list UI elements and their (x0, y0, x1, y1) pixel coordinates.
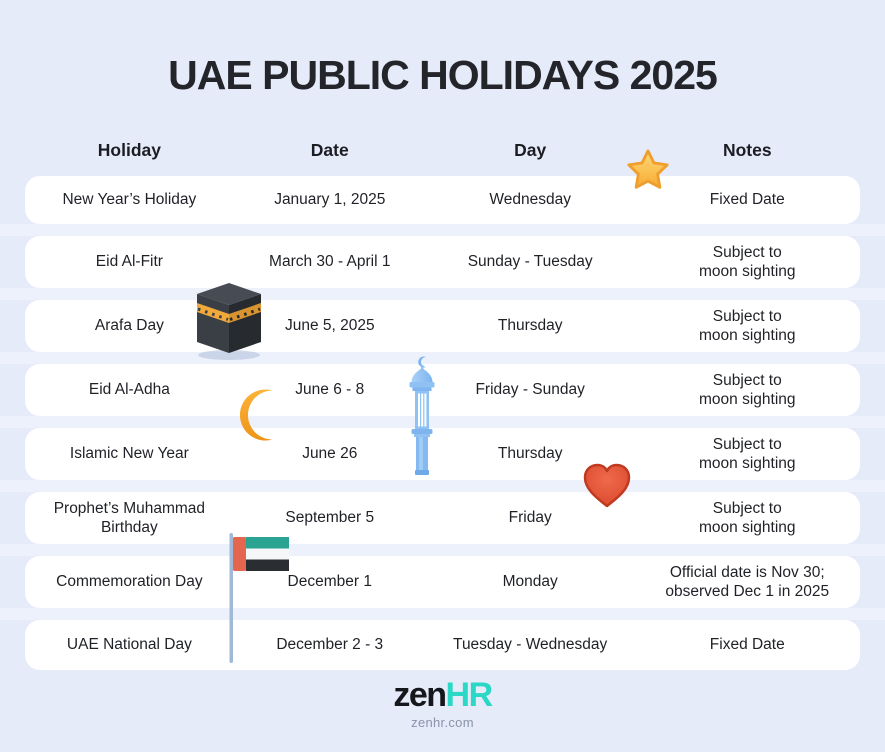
date-cell: June 6 - 8 (295, 381, 365, 399)
holiday-cell: New Year’s Holiday (62, 191, 197, 209)
row-gap-stripe (0, 224, 885, 236)
row-gap-stripe (0, 544, 885, 556)
date-cell: June 26 (302, 445, 358, 463)
day-cell: Monday (502, 573, 558, 591)
holiday-cell: Arafa Day (94, 317, 164, 335)
day-cell: Tuesday - Wednesday (453, 636, 608, 654)
day-cell: Friday (508, 509, 552, 527)
table-body: New Year’s Holiday January 1, 2025 Wedne… (0, 176, 885, 670)
column-header-date: Date (310, 140, 349, 160)
notes-cell: Subject to moon sighting (699, 307, 796, 345)
holiday-cell: UAE National Day (66, 636, 192, 654)
column-header-notes: Notes (722, 140, 772, 160)
row-card: Eid Al-Fitr March 30 - April 1 Sunday - … (25, 236, 860, 288)
notes-cell: Fixed Date (709, 191, 785, 209)
zenhr-logo-zen: zen (393, 676, 447, 714)
column-header-day: Day (514, 140, 547, 160)
date-cell: January 1, 2025 (274, 191, 386, 209)
date-cell: December 2 - 3 (276, 636, 384, 654)
row-card: Eid Al-Adha June 6 - 8 Friday - Sunday S… (25, 364, 860, 416)
holiday-cell: Prophet’s Muhammad Birthday (53, 499, 206, 537)
holiday-cell: Commemoration Day (56, 573, 203, 591)
date-cell: June 5, 2025 (284, 317, 375, 335)
date-cell: September 5 (285, 509, 375, 527)
column-header-holiday: Holiday (97, 140, 161, 160)
row-card: Prophet’s Muhammad Birthday September 5 … (25, 492, 860, 544)
day-cell: Thursday (497, 445, 563, 463)
row-gap-stripe (0, 480, 885, 492)
notes-cell: Official date is Nov 30; observed Dec 1 … (665, 563, 830, 601)
notes-cell: Subject to moon sighting (699, 243, 796, 281)
holiday-cell: Eid Al-Fitr (95, 253, 163, 271)
row-card: Islamic New Year June 26 Thursday Subjec… (25, 428, 860, 480)
holiday-cell: Eid Al-Adha (88, 381, 170, 399)
table-header-row: Holiday Date Day Notes (25, 140, 860, 161)
table-row: Eid Al-Adha June 6 - 8 Friday - Sunday S… (0, 364, 885, 416)
row-card: New Year’s Holiday January 1, 2025 Wedne… (25, 176, 860, 224)
notes-cell: Subject to moon sighting (699, 435, 796, 473)
notes-cell: Fixed Date (709, 636, 785, 654)
day-cell: Wednesday (489, 191, 571, 209)
day-cell: Thursday (497, 317, 563, 335)
table-row: UAE National Day December 2 - 3 Tuesday … (0, 620, 885, 670)
day-cell: Friday - Sunday (475, 381, 585, 399)
day-cell: Sunday - Tuesday (467, 253, 593, 271)
row-gap-stripe (0, 352, 885, 364)
page-title: UAE PUBLIC HOLIDAYS 2025 (168, 52, 718, 98)
zenhr-website: zenhr.com (411, 715, 474, 730)
row-gap-stripe (0, 416, 885, 428)
table-row: Prophet’s Muhammad Birthday September 5 … (0, 492, 885, 544)
zenhr-logo: zenHR (0, 678, 885, 712)
table-row: Islamic New Year June 26 Thursday Subjec… (0, 428, 885, 480)
row-card: Commemoration Day December 1 Monday Offi… (25, 556, 860, 608)
table-row: New Year’s Holiday January 1, 2025 Wedne… (0, 176, 885, 224)
table-row: Eid Al-Fitr March 30 - April 1 Sunday - … (0, 236, 885, 288)
row-gap-stripe (0, 288, 885, 300)
holiday-cell: Islamic New Year (69, 445, 189, 463)
row-card: Arafa Day June 5, 2025 Thursday Subject … (25, 300, 860, 352)
table-row: Arafa Day June 5, 2025 Thursday Subject … (0, 300, 885, 352)
zenhr-logo-hr: HR (445, 676, 494, 714)
row-gap-stripe (0, 608, 885, 620)
table-row: Commemoration Day December 1 Monday Offi… (0, 556, 885, 608)
footer: zenHR zenhr.com (0, 678, 885, 730)
notes-cell: Subject to moon sighting (699, 499, 796, 537)
row-card: UAE National Day December 2 - 3 Tuesday … (25, 620, 860, 670)
date-cell: March 30 - April 1 (269, 253, 391, 271)
notes-cell: Subject to moon sighting (699, 371, 796, 409)
date-cell: December 1 (287, 573, 372, 591)
